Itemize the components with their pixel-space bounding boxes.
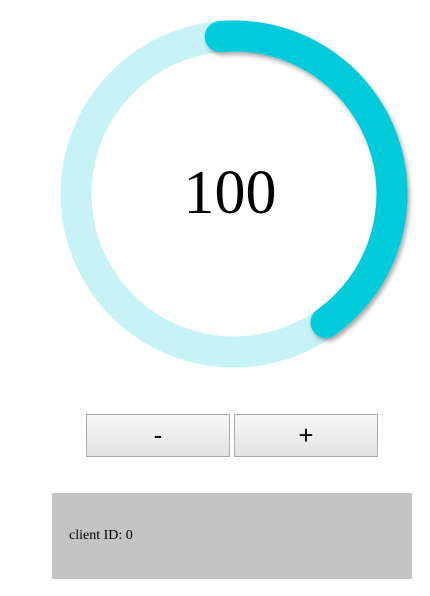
client-info-panel: client ID: 0 <box>52 493 412 579</box>
gauge-value: 100 <box>183 159 277 227</box>
gauge-fill-arc <box>204 20 408 338</box>
progress-gauge: 100 <box>45 15 415 380</box>
gauge-ring <box>60 20 408 368</box>
increment-button[interactable]: + <box>234 414 378 457</box>
client-id-text: client ID: 0 <box>69 528 133 543</box>
decrement-button[interactable]: - <box>86 414 230 457</box>
